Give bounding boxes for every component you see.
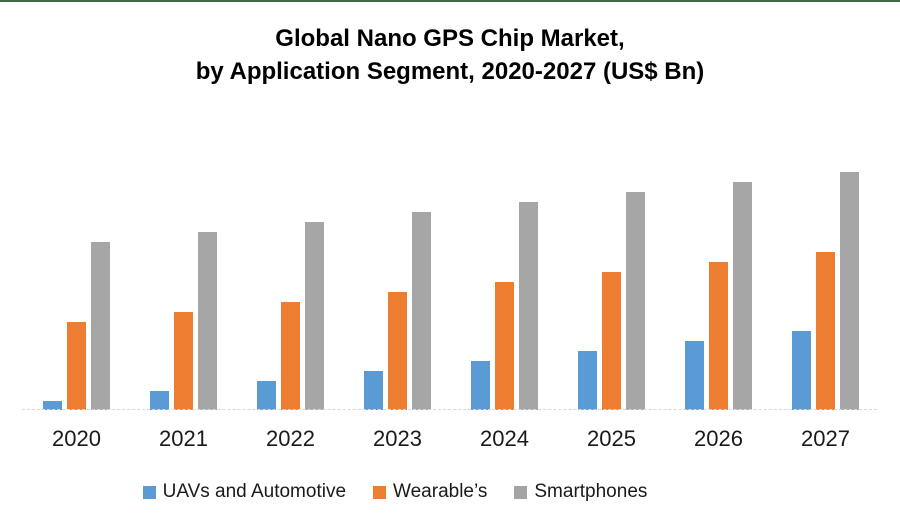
- bar-uavs-and-automotive-2022: [257, 381, 276, 410]
- bar-smartphones-2020: [91, 242, 110, 410]
- chart-title-line1: Global Nano GPS Chip Market,: [275, 25, 625, 52]
- x-axis-label-2027: 2027: [801, 426, 850, 451]
- chart-title: Global Nano GPS Chip Market, by Applicat…: [0, 22, 900, 88]
- chart-title-line2: by Application Segment, 2020-2027 (US$ B…: [195, 58, 705, 85]
- bar-group-2026: [685, 182, 752, 410]
- x-axis-label-2023: 2023: [373, 426, 422, 451]
- bar-uavs-and-automotive-2021: [150, 391, 169, 410]
- x-axis-label-2024: 2024: [480, 426, 529, 451]
- bar-groups: [0, 160, 900, 410]
- x-axis-label-2020: 2020: [52, 426, 101, 451]
- bar-wearable-s-2024: [495, 282, 514, 410]
- bar-wearable-s-2022: [281, 302, 300, 410]
- x-axis-labels: 2020 2021 2022 2023 2024 2025 2026 2027: [0, 426, 900, 452]
- bar-group-2021: [150, 232, 217, 410]
- legend-label: UAVs and Automotive: [162, 481, 347, 502]
- bar-smartphones-2024: [519, 202, 538, 410]
- legend-label: Wearable’s: [393, 481, 488, 502]
- bar-uavs-and-automotive-2024: [471, 361, 490, 410]
- x-axis-label-2021: 2021: [159, 426, 208, 451]
- legend-item-uavs-and-automotive: UAVs and Automotive: [142, 481, 347, 503]
- legend: UAVs and Automotive Wearable’s Smartphones: [0, 481, 900, 503]
- bar-smartphones-2025: [626, 192, 645, 410]
- legend-swatch-icon: [373, 485, 387, 499]
- bar-wearable-s-2020: [67, 322, 86, 410]
- bar-smartphones-2021: [198, 232, 217, 410]
- x-axis-label-2026: 2026: [694, 426, 743, 451]
- bar-smartphones-2022: [305, 222, 324, 410]
- bar-uavs-and-automotive-2025: [578, 351, 597, 410]
- bar-smartphones-2027: [840, 172, 859, 410]
- bar-smartphones-2023: [412, 212, 431, 410]
- x-axis-label-2025: 2025: [587, 426, 636, 451]
- legend-item-smartphones: Smartphones: [514, 481, 647, 503]
- x-axis-label-2022: 2022: [266, 426, 315, 451]
- bar-group-2025: [578, 192, 645, 410]
- bar-group-2024: [471, 202, 538, 410]
- bar-group-2020: [43, 242, 110, 410]
- top-border-line: [0, 0, 900, 2]
- legend-swatch-icon: [514, 485, 528, 499]
- bar-group-2027: [792, 172, 859, 410]
- bar-wearable-s-2027: [816, 252, 835, 410]
- bar-uavs-and-automotive-2026: [685, 341, 704, 410]
- bar-group-2022: [257, 222, 324, 410]
- bar-wearable-s-2026: [709, 262, 728, 410]
- bar-uavs-and-automotive-2020: [43, 401, 62, 410]
- legend-item-wearable-s: Wearable’s: [373, 481, 487, 503]
- legend-label: Smartphones: [534, 481, 648, 502]
- bar-uavs-and-automotive-2023: [364, 371, 383, 410]
- bar-smartphones-2026: [733, 182, 752, 410]
- bar-group-2023: [364, 212, 431, 410]
- bar-wearable-s-2021: [174, 312, 193, 410]
- bar-wearable-s-2025: [602, 272, 621, 410]
- plot-area: [0, 160, 900, 410]
- bar-wearable-s-2023: [388, 292, 407, 410]
- x-axis-line: [22, 409, 877, 410]
- bar-uavs-and-automotive-2027: [792, 331, 811, 410]
- legend-swatch-icon: [142, 485, 156, 499]
